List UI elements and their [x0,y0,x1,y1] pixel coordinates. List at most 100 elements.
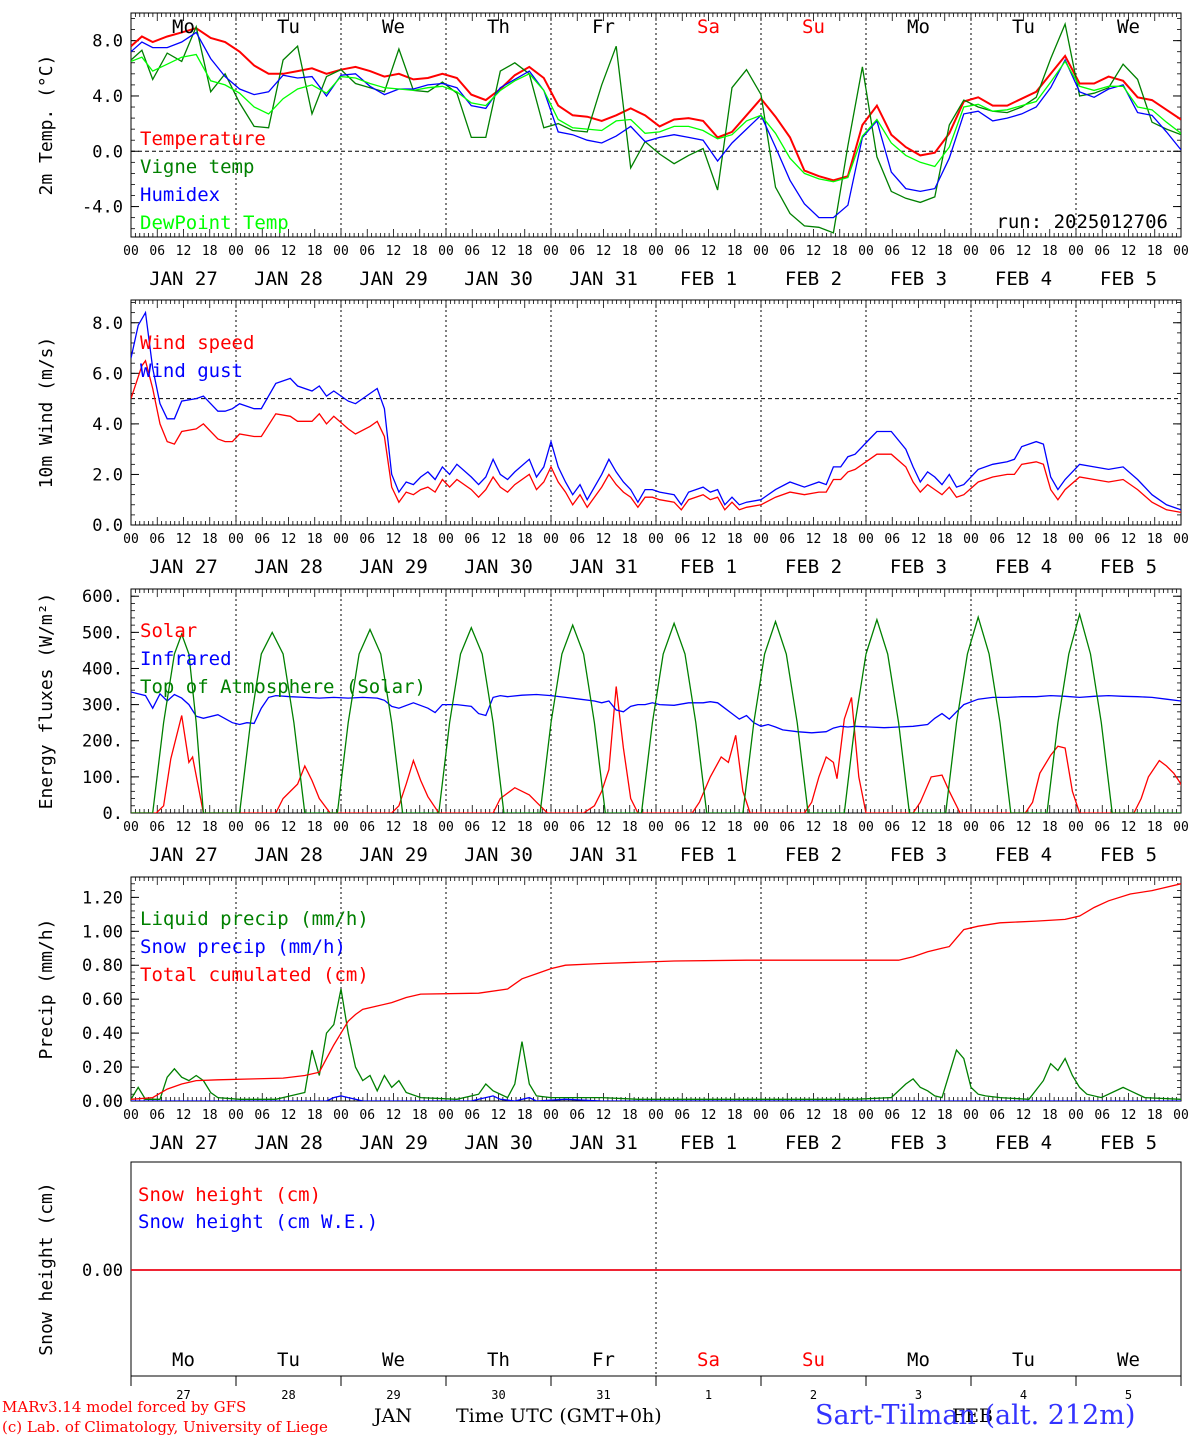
weekday-label: Mo [172,1349,195,1371]
day-number-label: 28 [281,1388,295,1402]
hour-tick-label: 12 [176,1108,192,1123]
weekday-label: Fr [592,16,615,38]
hour-tick-label: 12 [1121,532,1137,547]
date-label: JAN 31 [569,844,638,866]
date-label: FEB 4 [995,268,1052,290]
hour-tick-label: 06 [779,820,795,835]
hour-tick-label: 18 [622,244,638,259]
hour-tick-label: 06 [149,244,165,259]
hour-tick-label: 18 [937,1108,953,1123]
hour-tick-label: 00 [228,820,244,835]
hour-tick-label: 12 [386,532,402,547]
hour-tick-label: 18 [307,820,323,835]
hour-tick-label: 00 [333,1108,349,1123]
weekday-label: Sa [697,1349,720,1371]
weekday-label: Sa [697,16,720,38]
hour-tick-label: 12 [281,820,297,835]
month-label-feb: FEB [952,1405,994,1427]
y-tick-label: 100. [82,768,123,788]
hour-tick-label: 12 [386,820,402,835]
hour-tick-label: 06 [254,532,270,547]
date-label: JAN 27 [149,268,218,290]
hour-tick-label: 18 [832,244,848,259]
y-tick-label: 200. [82,732,123,752]
hour-tick-label: 18 [412,244,428,259]
y-tick-label: 1.20 [82,888,123,908]
weekday-label: Tu [1012,16,1035,38]
date-label: FEB 4 [995,844,1052,866]
hour-tick-label: 06 [254,1108,270,1123]
y-tick-label: 0.00 [82,1092,123,1112]
hour-tick-label: 00 [963,1108,979,1123]
hour-tick-label: 12 [1121,244,1137,259]
lab-credit: (c) Lab. of Climatology, University of L… [2,1418,328,1436]
hour-tick-label: 12 [806,532,822,547]
day-number-label: 29 [386,1388,400,1402]
date-label: FEB 2 [785,1132,842,1154]
hour-tick-label: 06 [569,820,585,835]
hour-tick-label: 12 [491,1108,507,1123]
hour-tick-label: 12 [491,532,507,547]
hour-tick-label: 06 [1094,244,1110,259]
hour-tick-label: 06 [674,244,690,259]
date-label: JAN 29 [359,268,428,290]
hour-tick-label: 00 [1068,820,1084,835]
hour-tick-label: 18 [1042,532,1058,547]
date-label: JAN 30 [464,268,533,290]
hour-tick-label: 06 [149,532,165,547]
hour-tick-label: 00 [753,1108,769,1123]
date-label: JAN 27 [149,556,218,578]
hour-tick-label: 00 [648,244,664,259]
date-label: FEB 4 [995,1132,1052,1154]
legend-entry: Wind speed [140,332,254,354]
hour-tick-label: 18 [622,1108,638,1123]
date-label: FEB 3 [890,844,947,866]
hour-tick-label: 00 [543,1108,559,1123]
y-tick-label: 0.60 [82,990,123,1010]
hour-tick-label: 00 [963,244,979,259]
hour-tick-label: 00 [648,820,664,835]
hour-tick-label: 18 [727,820,743,835]
hour-tick-label: 00 [438,1108,454,1123]
legend-entry: Snow height (cm) [138,1184,321,1206]
date-label: FEB 2 [785,844,842,866]
date-label: FEB 5 [1100,556,1157,578]
hour-tick-label: 18 [832,820,848,835]
hour-tick-label: 18 [1042,244,1058,259]
hour-tick-label: 06 [569,1108,585,1123]
hour-tick-label: 00 [858,532,874,547]
date-label: FEB 5 [1100,1132,1157,1154]
hour-tick-label: 06 [989,532,1005,547]
hour-tick-label: 00 [543,244,559,259]
y-axis-label: 2m Temp. (°C) [36,55,57,196]
y-tick-label: 500. [82,623,123,643]
hour-tick-label: 18 [937,820,953,835]
hour-tick-label: 00 [648,1108,664,1123]
hour-tick-label: 00 [543,532,559,547]
date-label: JAN 30 [464,1132,533,1154]
hour-tick-label: 00 [333,820,349,835]
series-line-wind-speed [131,359,1181,514]
date-label: JAN 28 [254,844,323,866]
legend-entry: Temperature [140,128,266,150]
panel-3 [130,588,1182,814]
hour-tick-label: 12 [911,244,927,259]
date-label: JAN 29 [359,1132,428,1154]
date-label: FEB 5 [1100,844,1157,866]
day-number-label: 30 [491,1388,505,1402]
hour-tick-label: 00 [228,244,244,259]
hour-tick-label: 12 [386,1108,402,1123]
weekday-label: We [382,16,405,38]
hour-tick-label: 12 [806,244,822,259]
y-axis-label: Precip (mm/h) [36,919,57,1060]
hour-tick-label: 18 [1147,1108,1163,1123]
date-label: FEB 1 [680,844,737,866]
date-label: FEB 1 [680,556,737,578]
day-number-label: 5 [1125,1388,1132,1402]
hour-tick-label: 18 [622,820,638,835]
series-line-total-cumulated-cm- [131,883,1181,1100]
date-label: FEB 4 [995,556,1052,578]
hour-tick-label: 00 [438,532,454,547]
hour-tick-label: 12 [1121,820,1137,835]
hour-tick-label: 12 [596,532,612,547]
